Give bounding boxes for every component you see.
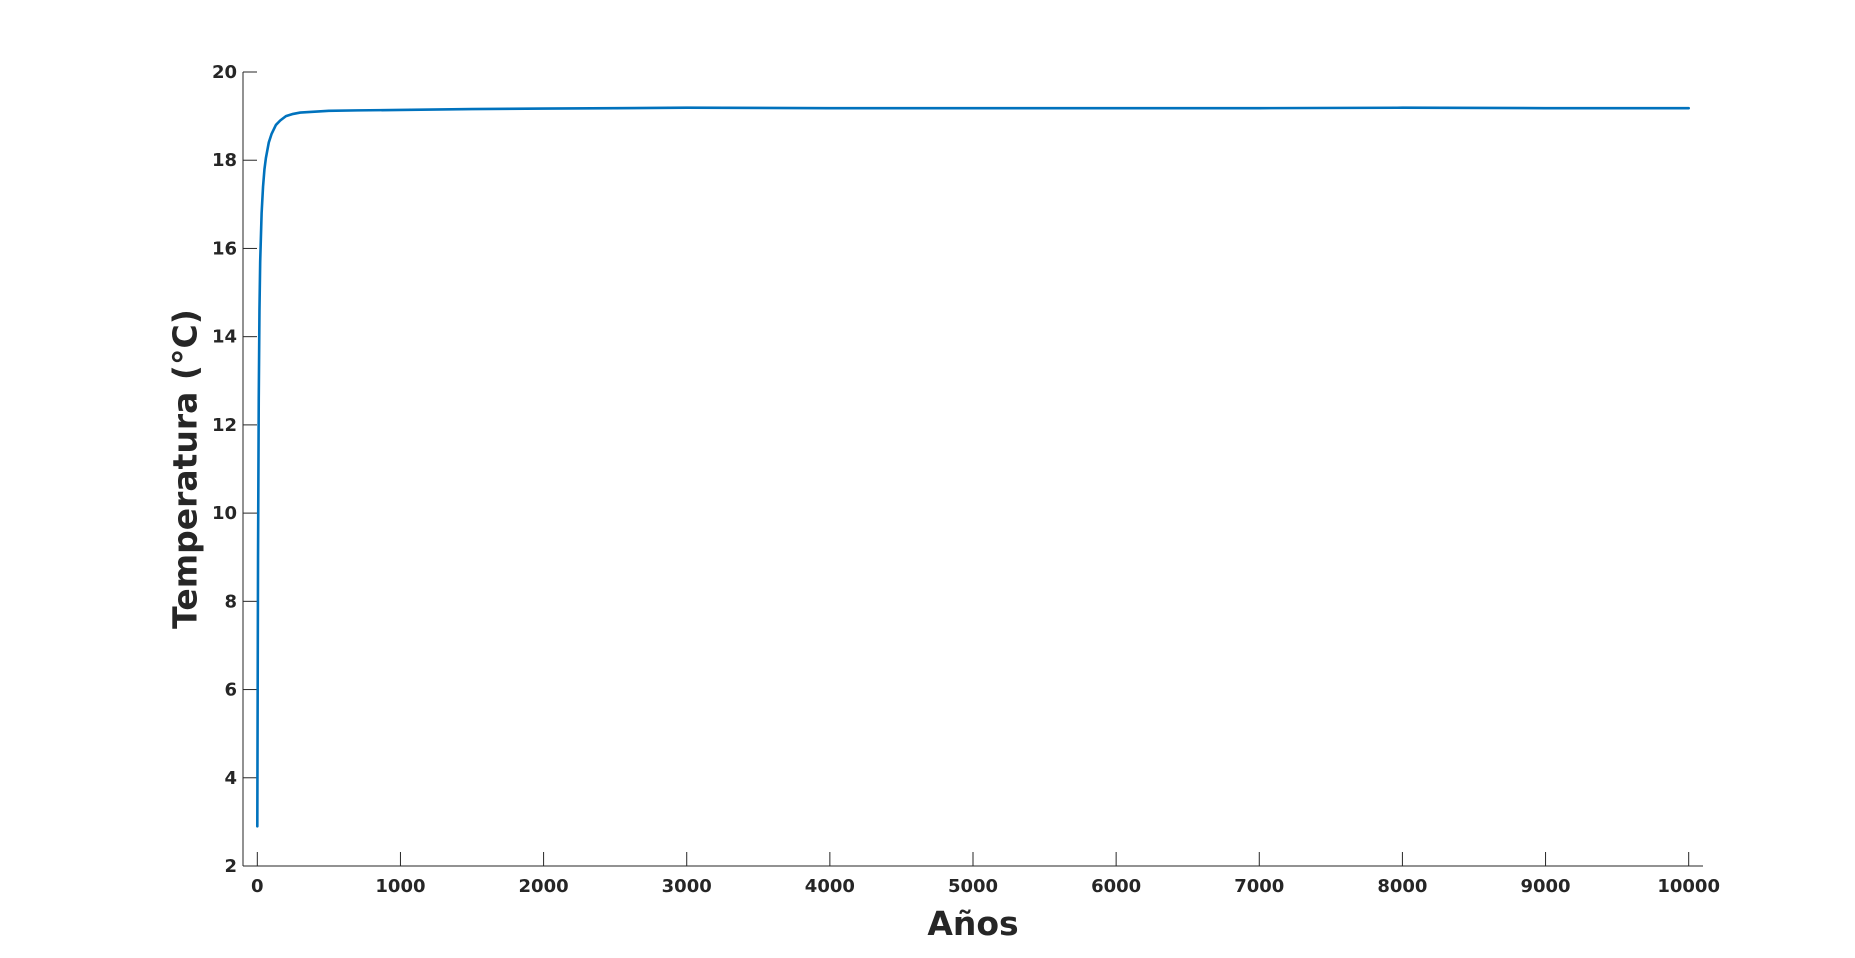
y-tick-label: 8 [224,591,237,612]
y-tick-label: 2 [224,856,237,877]
y-tick-label: 18 [212,150,237,171]
y-tick-label: 20 [212,62,237,83]
tick-marks [243,71,1690,867]
x-tick-label: 0 [251,876,264,897]
x-tick-label: 5000 [948,876,998,897]
x-tick-label: 10000 [1657,876,1720,897]
x-tick-label: 1000 [375,876,425,897]
y-tick-label: 12 [212,415,237,436]
x-tick-labels: 0 1000 2000 3000 4000 5000 6000 7000 8000 9000 100… [251,876,1720,897]
x-tick-label: 8000 [1377,876,1427,897]
y-tick-label: 16 [212,238,237,259]
y-tick-label: 10 [212,503,237,524]
series-lines [256,106,1690,828]
x-tick-label: 9000 [1520,876,1570,897]
y-tick-label: 6 [224,680,237,701]
axes [242,72,1703,867]
series-line-temperatura [256,106,1690,828]
y-tick-label: 14 [212,327,237,348]
x-tick-label: 6000 [1091,876,1141,897]
x-tick-label: 4000 [805,876,855,897]
x-tick-label: 3000 [662,876,712,897]
x-axis-title: Años [927,904,1018,943]
y-tick-label: 4 [224,768,237,789]
x-tick-label: 2000 [519,876,569,897]
y-tick-labels: 2 4 6 8 10 12 14 16 18 20 [212,62,237,877]
x-tick-label: 7000 [1234,876,1284,897]
y-axis-title: Temperatura (°C) [166,309,205,629]
